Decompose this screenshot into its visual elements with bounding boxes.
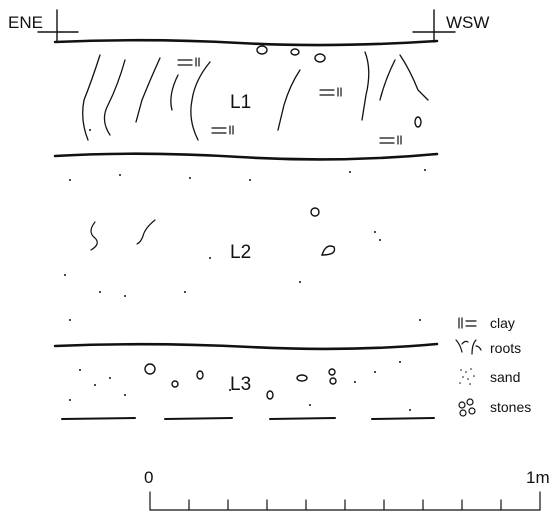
markers <box>37 9 456 43</box>
layer-label: L1 <box>230 92 251 113</box>
bottom-dashes <box>61 417 435 420</box>
orientation-right: WSW <box>446 13 489 32</box>
legend-label: sand <box>490 369 520 385</box>
clay-marks <box>177 57 402 145</box>
legend-sand <box>459 368 475 385</box>
layer-label: L2 <box>230 242 251 263</box>
scale-end: 1m <box>526 468 550 487</box>
legend-label: stones <box>490 399 531 415</box>
scale-bar <box>149 491 541 511</box>
l2-marks <box>90 219 156 251</box>
layer-label: L3 <box>230 374 251 395</box>
stones <box>144 45 422 400</box>
legend-symbols <box>455 317 482 417</box>
orientation-left: ENE <box>8 13 43 32</box>
dots <box>64 129 426 411</box>
legend-label: roots <box>490 340 521 356</box>
legend-label: clay <box>490 315 515 331</box>
scale-start: 0 <box>144 468 153 487</box>
boundaries <box>53 38 439 351</box>
roots <box>82 51 429 141</box>
